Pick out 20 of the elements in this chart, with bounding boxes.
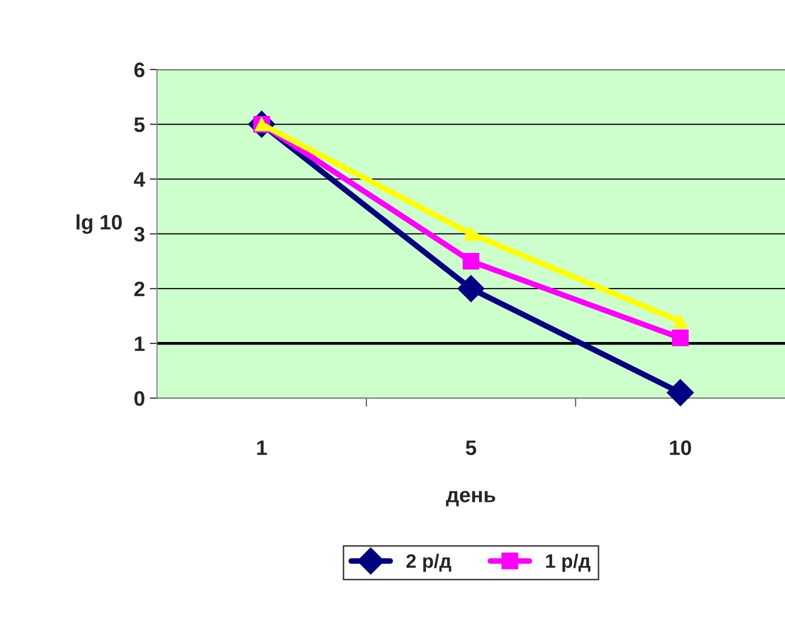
y-tick-label: 0 (134, 391, 144, 406)
y-tick-label: 5 (134, 118, 145, 132)
x-tick-label: 5 (466, 440, 476, 456)
y-tick-label: 4 (134, 172, 146, 187)
y-tick-label: 6 (134, 62, 144, 78)
point (462, 252, 480, 270)
x-tick-label: 10 (670, 440, 692, 456)
legend-label: 2 р/д (406, 554, 452, 572)
y-tick-label: 1 (134, 336, 145, 351)
x-axis-title: день (446, 490, 496, 506)
point (464, 226, 478, 241)
legend-label: 1 р/д (546, 554, 590, 572)
y-axis-title: lg 10 (76, 214, 122, 234)
point (673, 314, 688, 328)
point (666, 379, 694, 406)
y-tick-label: 2 (134, 282, 144, 296)
point (672, 330, 689, 346)
x-tick-label: 1 (257, 440, 267, 455)
point (458, 275, 484, 302)
y-tick-label: 3 (134, 226, 144, 242)
